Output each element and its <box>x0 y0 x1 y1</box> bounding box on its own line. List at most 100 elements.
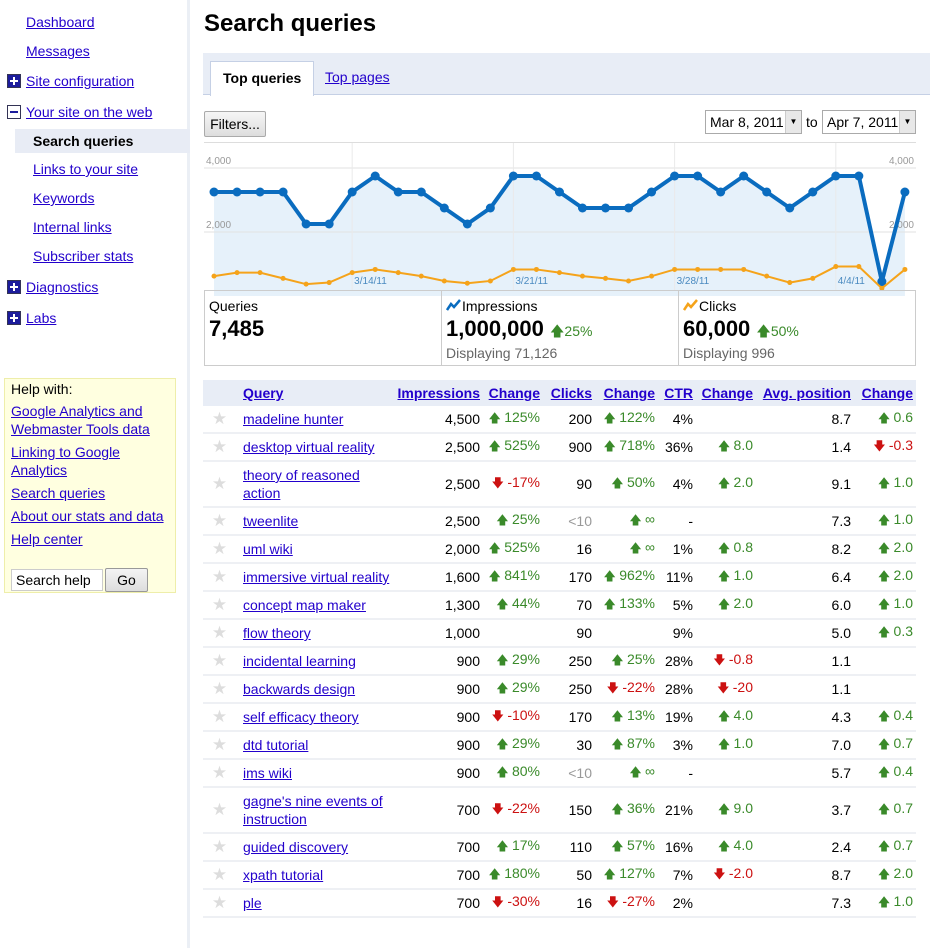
impressions-point[interactable] <box>255 187 265 197</box>
impressions-point[interactable] <box>531 171 541 181</box>
star-icon[interactable]: ★ <box>203 889 239 918</box>
impressions-point[interactable] <box>601 203 611 213</box>
query-link[interactable]: concept map maker <box>243 597 366 613</box>
sidebar-item-your-site-on-the-web[interactable]: Your site on the web <box>0 100 190 124</box>
impressions-point[interactable] <box>624 203 634 213</box>
clicks-point[interactable] <box>510 266 516 272</box>
impressions-point[interactable] <box>301 219 311 229</box>
cell-query[interactable]: ims wiki <box>239 759 390 788</box>
impressions-point[interactable] <box>647 187 657 197</box>
sidebar-item-dashboard[interactable]: Dashboard <box>0 10 190 34</box>
impressions-point[interactable] <box>877 277 887 287</box>
impressions-point[interactable] <box>416 187 426 197</box>
cell-query[interactable]: guided discovery <box>239 833 390 862</box>
impressions-point[interactable] <box>393 187 403 197</box>
help-link-search-queries[interactable]: Search queries <box>11 485 106 501</box>
clicks-point[interactable] <box>649 273 655 279</box>
star-icon[interactable]: ★ <box>203 563 239 592</box>
query-link[interactable]: ple <box>243 895 262 911</box>
impressions-point[interactable] <box>324 219 334 229</box>
column-header-change[interactable]: Change <box>595 380 658 406</box>
query-link[interactable]: tweenlite <box>243 513 299 529</box>
sidebar-item-messages[interactable]: Messages <box>0 39 190 63</box>
collapse-icon[interactable] <box>7 105 21 119</box>
impressions-point[interactable] <box>347 187 357 197</box>
sidebar-item-subscriber-stats[interactable]: Subscriber stats <box>0 244 190 268</box>
impressions-point[interactable] <box>739 171 749 181</box>
expand-icon[interactable] <box>7 74 21 88</box>
query-link[interactable]: flow theory <box>243 625 311 641</box>
impressions-point[interactable] <box>439 203 449 213</box>
impressions-summary[interactable]: Impressions 1,000,000 🡅25% Displaying 71… <box>442 291 679 365</box>
sidebar-item-labs[interactable]: Labs <box>0 306 190 330</box>
impressions-point[interactable] <box>693 171 703 181</box>
column-header-change[interactable]: Change <box>696 380 756 406</box>
cell-query[interactable]: self efficacy theory <box>239 703 390 732</box>
star-icon[interactable]: ★ <box>203 833 239 862</box>
clicks-point[interactable] <box>349 270 355 276</box>
impressions-point[interactable] <box>209 187 219 197</box>
star-icon[interactable]: ★ <box>203 535 239 564</box>
star-icon[interactable]: ★ <box>203 507 239 536</box>
clicks-point[interactable] <box>810 275 816 281</box>
query-link[interactable]: ims wiki <box>243 765 292 781</box>
column-header-query[interactable]: Query <box>239 380 390 406</box>
clicks-point[interactable] <box>441 278 447 284</box>
sidebar-item-links-to-your-site[interactable]: Links to your site <box>0 157 190 181</box>
column-header-change[interactable]: Change <box>854 380 916 406</box>
impressions-point[interactable] <box>762 187 772 197</box>
star-icon[interactable]: ★ <box>203 433 239 462</box>
clicks-point[interactable] <box>833 264 839 270</box>
impressions-point[interactable] <box>485 203 495 213</box>
impressions-point[interactable] <box>900 187 910 197</box>
go-button[interactable]: Go <box>105 568 148 592</box>
query-link[interactable]: desktop virtual reality <box>243 439 375 455</box>
date-to-select[interactable]: Apr 7, 2011 ▼ <box>822 110 916 134</box>
cell-query[interactable]: ple <box>239 889 390 918</box>
expand-icon[interactable] <box>7 311 21 325</box>
cell-query[interactable]: uml wiki <box>239 535 390 564</box>
column-header-avg-position[interactable]: Avg. position <box>756 380 854 406</box>
clicks-point[interactable] <box>257 270 263 276</box>
query-link[interactable]: guided discovery <box>243 839 349 855</box>
query-link[interactable]: immersive virtual reality <box>243 569 390 585</box>
clicks-point[interactable] <box>787 280 793 286</box>
cell-query[interactable]: xpath tutorial <box>239 861 390 890</box>
query-link[interactable]: dtd tutorial <box>243 737 309 753</box>
star-icon[interactable]: ★ <box>203 861 239 890</box>
cell-query[interactable]: flow theory <box>239 619 390 648</box>
help-link-linking-analytics[interactable]: Linking to Google Analytics <box>11 444 120 478</box>
query-link[interactable]: gagne's nine events of instruction <box>243 793 383 827</box>
query-link[interactable]: theory of reasoned action <box>243 467 360 501</box>
cell-query[interactable]: backwards design <box>239 675 390 704</box>
clicks-point[interactable] <box>418 273 424 279</box>
sidebar-item-search-queries[interactable]: Search queries <box>15 129 190 153</box>
clicks-point[interactable] <box>695 266 701 272</box>
star-icon[interactable]: ★ <box>203 647 239 676</box>
sidebar-item-diagnostics[interactable]: Diagnostics <box>0 275 190 299</box>
impressions-point[interactable] <box>232 187 242 197</box>
clicks-point[interactable] <box>326 280 332 286</box>
sidebar-item-site-configuration[interactable]: Site configuration <box>0 69 190 93</box>
tab-top-queries[interactable]: Top queries <box>210 61 315 96</box>
query-link[interactable]: xpath tutorial <box>243 867 324 883</box>
impressions-point[interactable] <box>370 171 380 181</box>
clicks-point[interactable] <box>556 270 562 276</box>
column-header-clicks[interactable]: Clicks <box>543 380 595 406</box>
impressions-point[interactable] <box>854 171 864 181</box>
sidebar-item-internal-links[interactable]: Internal links <box>0 215 190 239</box>
cell-query[interactable]: madeline hunter <box>239 406 390 434</box>
tab-top-pages[interactable]: Top pages <box>325 69 390 85</box>
star-icon[interactable]: ★ <box>203 619 239 648</box>
impressions-point[interactable] <box>670 171 680 181</box>
clicks-point[interactable] <box>234 270 240 276</box>
cell-query[interactable]: concept map maker <box>239 591 390 620</box>
clicks-point[interactable] <box>672 266 678 272</box>
impressions-point[interactable] <box>278 187 288 197</box>
clicks-point[interactable] <box>372 266 378 272</box>
date-from-select[interactable]: Mar 8, 2011 ▼ <box>705 110 802 134</box>
clicks-point[interactable] <box>764 273 770 279</box>
clicks-point[interactable] <box>879 285 885 291</box>
clicks-point[interactable] <box>579 273 585 279</box>
cell-query[interactable]: gagne's nine events of instruction <box>239 787 390 834</box>
